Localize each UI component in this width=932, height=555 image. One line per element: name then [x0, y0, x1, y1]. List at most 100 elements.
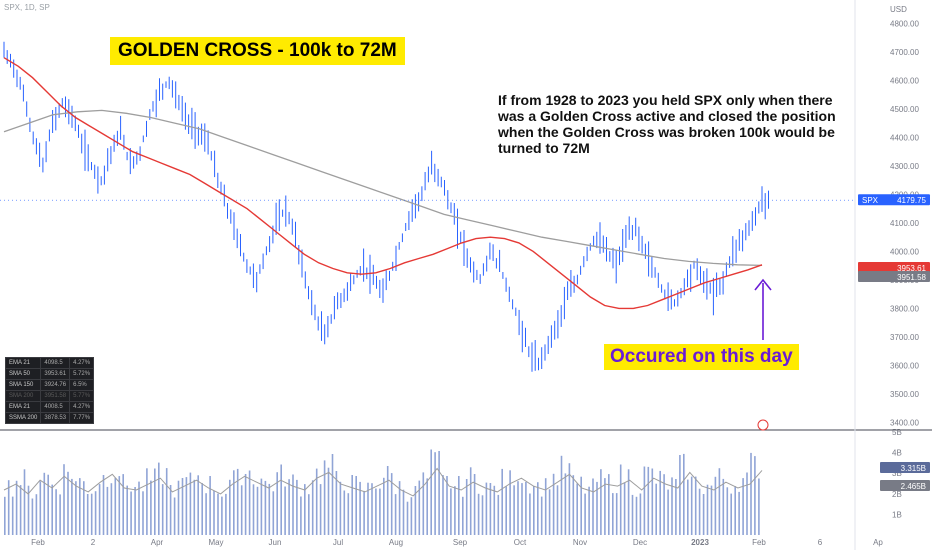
volume-bar — [481, 495, 484, 535]
x-tick-label: Aug — [389, 538, 403, 547]
volume-bar — [86, 494, 89, 535]
volume-bar — [39, 481, 42, 535]
symbol-header: SPX, 1D, SP — [4, 3, 50, 12]
volume-bar — [154, 468, 156, 535]
volume-bar — [493, 485, 496, 535]
volume-bar — [67, 471, 69, 535]
volume-bar — [406, 501, 409, 535]
volume-bar — [110, 483, 113, 535]
indicator-value: 3951.58 — [40, 390, 71, 402]
volume-bar — [726, 487, 729, 535]
ma200-line — [3, 109, 763, 267]
vol1-tag-bg — [880, 462, 930, 473]
indicator-value: 3953.61 — [40, 368, 71, 380]
price-tick-label: 3800.00 — [890, 304, 919, 313]
volume-bar — [544, 478, 547, 535]
volume-bar — [596, 481, 598, 535]
volume-bar — [643, 466, 646, 535]
volume-bar — [548, 489, 551, 535]
ma50-line — [3, 57, 763, 310]
price-tick-label: 4400.00 — [890, 133, 919, 142]
volume-bar — [458, 476, 460, 535]
volume-bar — [592, 478, 594, 535]
volume-bar — [529, 493, 531, 535]
indicator-value: 3924.76 — [40, 379, 71, 391]
volume-bar — [272, 491, 275, 535]
volume-bar — [311, 480, 314, 535]
volume-bar — [513, 485, 515, 535]
volume-bar — [90, 493, 93, 535]
volume-bar — [525, 482, 527, 535]
x-tick-label: 2 — [91, 538, 96, 547]
price-tick-label: 3500.00 — [890, 390, 919, 399]
x-tick-label: Sep — [453, 538, 468, 547]
volume-bar — [371, 483, 373, 535]
volume-bar — [631, 494, 634, 535]
volume-bar — [754, 456, 756, 535]
volume-bar — [738, 491, 740, 535]
volume-bar — [256, 486, 259, 535]
callout-label: Occured on this day — [604, 344, 799, 370]
x-tick-label: Feb — [31, 538, 45, 547]
volume-bar — [185, 477, 188, 535]
price-tick-label: 3600.00 — [890, 361, 919, 370]
volume-bar — [659, 470, 661, 535]
volume-bar — [35, 494, 38, 535]
currency-label: USD — [890, 5, 907, 14]
volume-bar — [229, 479, 231, 535]
volume-bar — [647, 466, 650, 535]
volume-ma-line — [3, 467, 763, 497]
volume-bar — [675, 479, 677, 535]
price-tick-label: 3700.00 — [890, 333, 919, 342]
volume-bar — [134, 487, 136, 535]
volume-bar — [284, 486, 286, 535]
indicator-pct: 5.72% — [69, 368, 95, 380]
volume-tick-label: 1B — [892, 510, 902, 519]
volume-bar — [750, 452, 752, 535]
volume-bar — [635, 496, 638, 535]
indicator-value: 4008.5 — [40, 401, 71, 413]
volume-bar — [485, 482, 488, 535]
price-tick-label: 4800.00 — [890, 20, 919, 29]
volume-bar — [667, 489, 669, 535]
volume-bar — [209, 476, 211, 535]
indicator-pct: 4.27% — [69, 401, 95, 413]
volume-bar — [671, 477, 673, 535]
volume-bar — [11, 496, 14, 535]
volume-bar — [276, 472, 278, 535]
indicator-row: SSMA 200 3878.53 7.77% — [4, 412, 95, 424]
volume-bar — [308, 494, 310, 535]
volume-bar — [580, 476, 582, 535]
volume-bar — [71, 478, 73, 535]
volume-bar — [339, 481, 342, 535]
volume-bar — [639, 493, 642, 535]
volume-bar — [161, 484, 164, 535]
volume-bar — [75, 481, 77, 535]
volume-bar — [462, 496, 464, 535]
indicator-name: SMA 50 — [4, 368, 42, 380]
volume-bar — [347, 493, 350, 535]
volume-bar — [718, 468, 721, 535]
volume-bar — [55, 489, 57, 535]
price-last-tag-value: 4179.75 — [897, 196, 926, 205]
volume-bar — [414, 486, 417, 535]
x-tick-label: Jun — [269, 538, 282, 547]
volume-bar — [359, 481, 361, 535]
volume-bars — [4, 449, 760, 535]
volume-bar — [355, 476, 357, 535]
volume-bar — [189, 472, 192, 535]
volume-bar — [375, 488, 377, 535]
x-tick-label: Nov — [573, 538, 587, 547]
volume-bar — [600, 469, 602, 535]
volume-bar — [619, 464, 622, 535]
volume-bar — [651, 468, 654, 535]
volume-bar — [501, 468, 503, 535]
volume-bar — [383, 477, 385, 535]
volume-bar — [27, 485, 30, 535]
volume-bar — [584, 493, 586, 535]
volume-bar — [434, 452, 436, 535]
indicator-row: SMA 50 3953.61 5.72% — [4, 368, 95, 380]
volume-bar — [292, 474, 294, 535]
x-tick-label: Ap — [873, 538, 883, 547]
